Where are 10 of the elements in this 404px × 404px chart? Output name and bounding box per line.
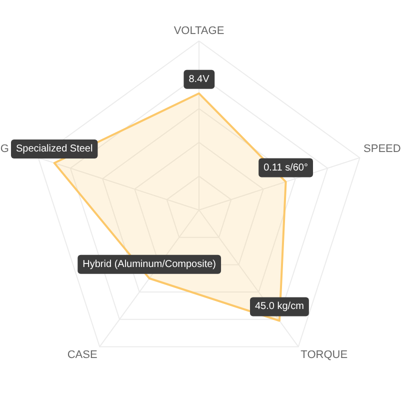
spoke-label: VOLTAGE bbox=[174, 25, 224, 37]
spoke-label: G bbox=[0, 142, 9, 155]
text: 0.11 s/60° bbox=[264, 162, 308, 174]
text: 8.4V bbox=[188, 74, 210, 85]
spoke-label: SPEED bbox=[364, 142, 401, 155]
spoke-label: CASE bbox=[67, 348, 98, 361]
text: Specialized Steel bbox=[16, 144, 93, 154]
text: 45.0 kg/cm bbox=[255, 301, 304, 312]
spoke-label: TORQUE bbox=[300, 348, 348, 361]
text: Hybrid (Aluminum/Composite) bbox=[82, 258, 216, 270]
